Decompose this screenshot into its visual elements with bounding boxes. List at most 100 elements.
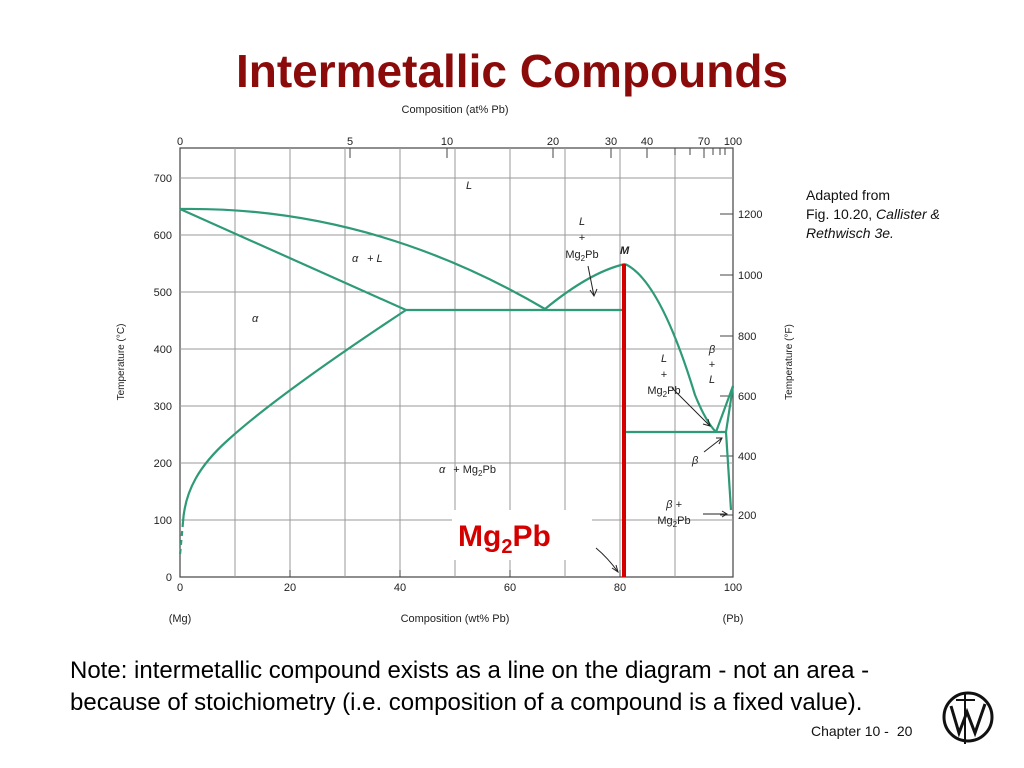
label-alpha: α: [252, 313, 259, 325]
right-tick-label: 200: [738, 510, 756, 522]
beta-l-beta: β: [708, 344, 716, 356]
top-tick-label: 10: [441, 136, 453, 148]
source-line-2: Fig. 10.20, Callister &: [806, 205, 940, 224]
label-l-mg2pb-top: L + Mg2Pb: [565, 216, 598, 263]
alpha-mg2pb-plus: + Mg: [453, 464, 478, 476]
source-fig: Fig. 10.20,: [806, 206, 877, 222]
top-tick-label: 5: [347, 136, 353, 148]
label-beta-mg2pb: β + Mg2Pb: [657, 499, 690, 529]
solidus-beta: [724, 385, 735, 433]
label-beta-l: β + L: [708, 344, 716, 386]
bottom-axis-left-end: (Mg): [169, 613, 192, 625]
l-mg2pb-top-plus: +: [579, 232, 585, 244]
left-tick-label: 700: [154, 173, 172, 185]
left-tick-label: 200: [154, 458, 172, 470]
formula-mg: Mg: [647, 385, 662, 397]
label-alpha-l-2: + L: [367, 253, 383, 265]
bottom-tick-label: 60: [504, 582, 516, 594]
label-l-mg2pb-right: L + Mg2Pb: [647, 353, 680, 399]
left-axis-title: Temperature (°C): [116, 324, 127, 401]
callout-mg: Mg: [458, 520, 501, 553]
l-mg2pb-top-l: L: [579, 216, 585, 228]
slide-title: Intermetallic Compounds: [235, 45, 789, 97]
solidus-alpha: [179, 207, 407, 312]
l-mg2pb-right-plus: +: [661, 369, 667, 381]
footer-page-number: 20: [896, 723, 913, 739]
top-axis-ticks: [179, 148, 734, 158]
bottom-tick-label: 40: [394, 582, 406, 594]
bottom-axis-right-end: (Pb): [723, 613, 744, 625]
phase-boundaries: [179, 207, 735, 523]
formula-mg: Mg: [657, 515, 672, 527]
callout-pb: Pb: [512, 520, 550, 553]
beta-mg2pb-line1: β +: [665, 499, 682, 511]
label-alpha-l-1: α: [352, 253, 359, 265]
bottom-tick-label: 20: [284, 582, 296, 594]
bottom-axis-ticks: [179, 570, 734, 577]
right-tick-label: 600: [738, 391, 756, 403]
right-tick-label: 800: [738, 331, 756, 343]
wiley-logo-icon: [942, 691, 994, 744]
top-tick-label: 20: [547, 136, 559, 148]
formula-pb: Pb: [677, 515, 690, 527]
liquidus-mg2pb-left: [544, 262, 626, 310]
label-liquid: L: [466, 180, 472, 192]
source-line-1: Adapted from: [806, 187, 891, 203]
liquidus-beta: [714, 385, 735, 433]
figure-source-note: Adapted from Fig. 10.20, Callister & Ret…: [806, 186, 940, 243]
left-tick-label: 0: [166, 572, 172, 584]
top-tick-label: 70: [698, 136, 710, 148]
bottom-tick-label: 100: [724, 582, 742, 594]
solvus-beta: [724, 431, 733, 511]
left-tick-label: 400: [154, 344, 172, 356]
mg2pb-callout-label: Mg2Pb: [458, 520, 551, 558]
explanatory-note: Note: intermetallic compound exists as a…: [70, 657, 870, 716]
alpha-mg2pb-alpha: α: [439, 464, 446, 476]
bottom-axis-title: Composition (wt% Pb): [401, 613, 510, 625]
left-tick-label: 500: [154, 287, 172, 299]
top-tick-label: 40: [641, 136, 653, 148]
formula-sub: 2: [663, 390, 668, 399]
left-tick-label: 600: [154, 230, 172, 242]
solvus-alpha: [181, 309, 407, 523]
top-tick-label: 30: [605, 136, 617, 148]
beta-l-l: L: [709, 374, 715, 386]
left-tick-label: 100: [154, 515, 172, 527]
beta-mg2pb-formula: Mg2Pb: [657, 515, 690, 529]
label-beta: β: [691, 455, 699, 467]
source-line-3: Rethwisch 3e.: [806, 225, 894, 241]
label-alpha-mg2pb: α + Mg2Pb: [439, 464, 496, 478]
alpha-mg2pb-text: α + Mg2Pb: [439, 464, 496, 478]
right-axis-title: Temperature (°F): [784, 324, 795, 400]
left-tick-label: 300: [154, 401, 172, 413]
beta-l-plus: +: [709, 359, 715, 371]
source-author: Callister &: [876, 206, 940, 222]
label-max-point: M: [620, 245, 630, 257]
liquidus-left: [179, 207, 546, 310]
solvus-alpha-dashed: [178, 521, 185, 556]
l-mg2pb-top-formula: Mg2Pb: [565, 249, 598, 263]
formula-pb: Pb: [667, 385, 680, 397]
liquidus-mg2pb-right: [624, 263, 717, 433]
formula-pb: Pb: [585, 249, 598, 261]
top-tick-label: 100: [724, 136, 742, 148]
top-axis-title: Composition (at% Pb): [402, 104, 509, 116]
formula-sub: 2: [581, 254, 586, 263]
l-mg2pb-right-l: L: [661, 353, 667, 365]
pointer-arrows: [587, 265, 728, 574]
plot-frame: [179, 147, 734, 578]
mg2pb-callout-box: [452, 510, 592, 560]
slide-footer: Chapter 10 - 20: [811, 723, 912, 739]
bottom-tick-label: 0: [177, 582, 183, 594]
bottom-tick-label: 80: [614, 582, 626, 594]
formula-mg: Mg: [565, 249, 580, 261]
top-tick-label: 0: [177, 136, 183, 148]
formula-sub: 2: [673, 520, 678, 529]
formula-sub: 2: [478, 469, 483, 478]
right-tick-label: 1000: [738, 270, 762, 282]
formula-pb: Pb: [483, 464, 496, 476]
l-mg2pb-right-formula: Mg2Pb: [647, 385, 680, 399]
callout-sub: 2: [501, 536, 512, 558]
right-tick-label: 1200: [738, 209, 762, 221]
